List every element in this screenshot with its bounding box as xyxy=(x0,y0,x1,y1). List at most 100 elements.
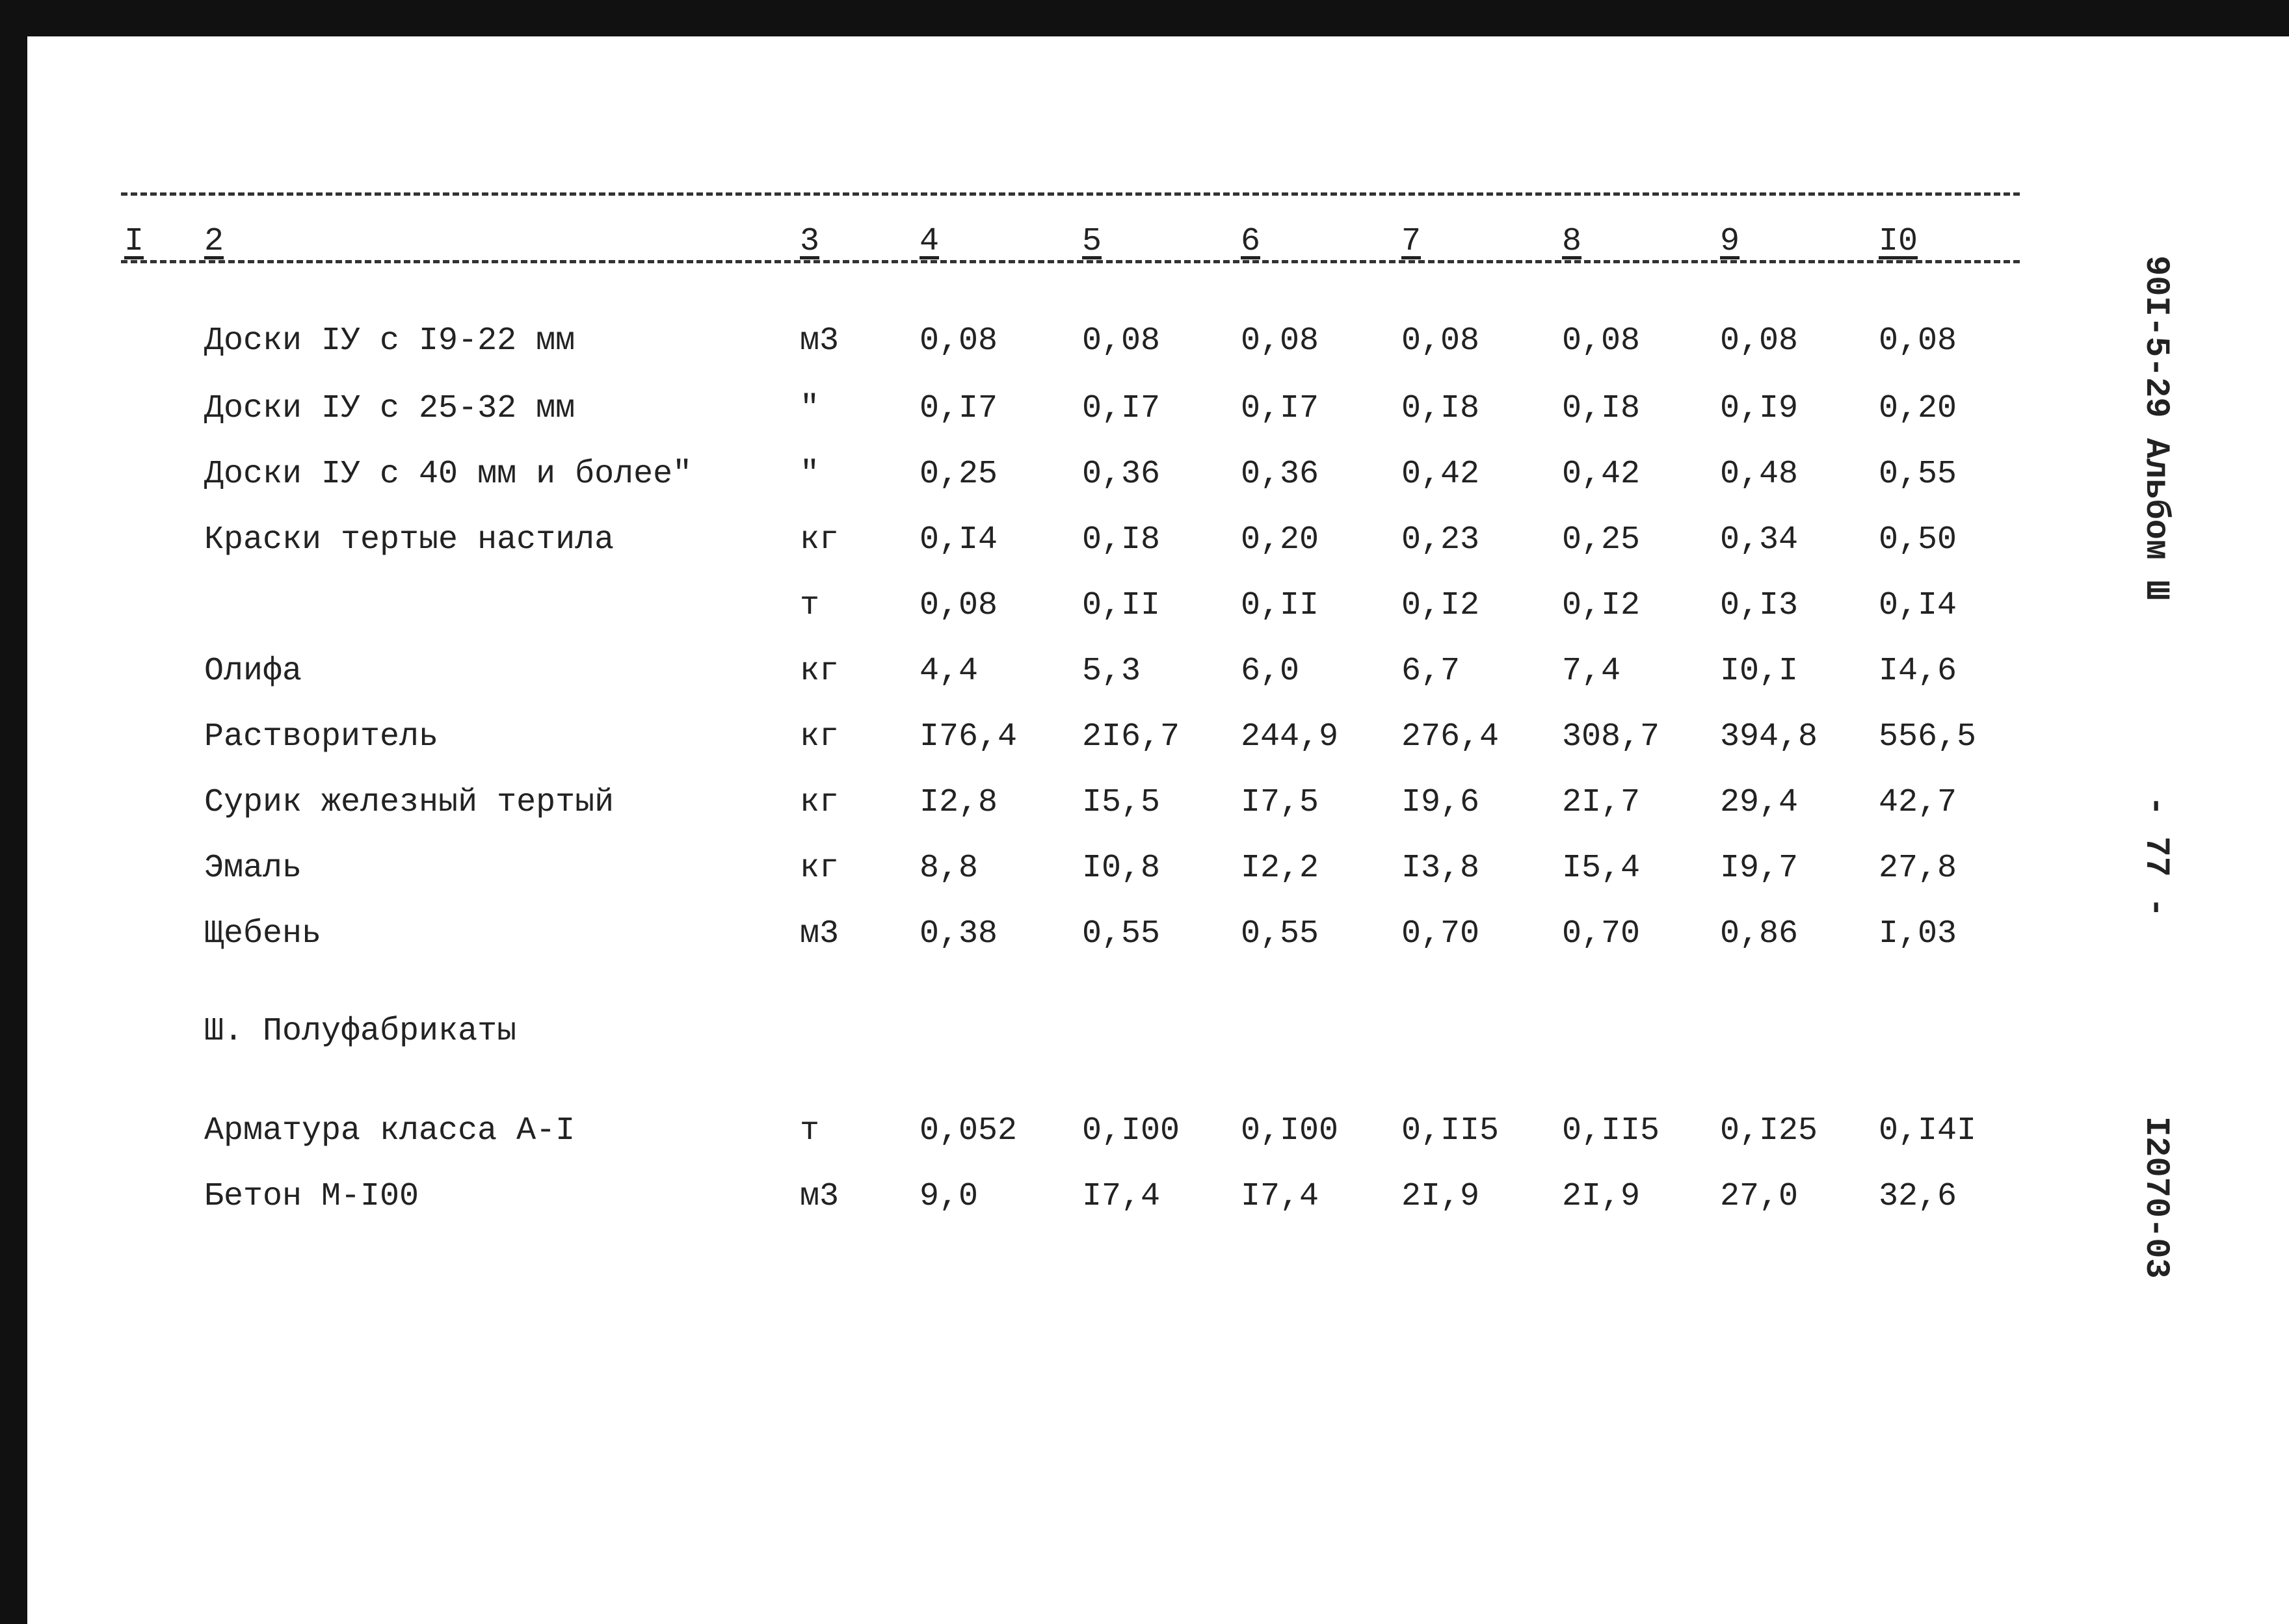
cell-value: 0,I9 xyxy=(1720,390,1799,427)
cell-value: 0,36 xyxy=(1241,456,1319,493)
material-name: Олифа xyxy=(204,653,302,690)
cell-value: 244,9 xyxy=(1241,718,1339,755)
cell-value: 0,I25 xyxy=(1720,1112,1818,1149)
cell-value: 0,08 xyxy=(920,322,998,360)
material-name: Щебень xyxy=(204,915,322,952)
cell-value: I2,2 xyxy=(1241,850,1319,887)
cell-value: 8,8 xyxy=(920,850,979,887)
cell-value: I0,8 xyxy=(1082,850,1161,887)
cell-value: 0,70 xyxy=(1401,915,1480,952)
cell-value: 27,8 xyxy=(1879,850,1957,887)
cell-value: 0,08 xyxy=(1879,322,1957,360)
cell-value: I76,4 xyxy=(920,718,1018,755)
cell-value: I7,4 xyxy=(1082,1178,1161,1215)
unit: кг xyxy=(800,784,840,821)
material-name: Доски IУ с 25-32 мм xyxy=(204,390,576,427)
cell-value: 0,II5 xyxy=(1401,1112,1500,1149)
page-number: - 77 - xyxy=(2137,796,2175,918)
cell-value: I,03 xyxy=(1879,915,1957,952)
material-name: Краски тертые настила xyxy=(204,521,615,558)
cell-value: I5,5 xyxy=(1082,784,1161,821)
cell-value: 2I6,7 xyxy=(1082,718,1180,755)
column-number: 5 xyxy=(1082,223,1102,260)
album-code: 90I-5-29 Альбом Ш xyxy=(2137,255,2175,601)
cell-value: 0,34 xyxy=(1720,521,1799,558)
cell-value: I5,4 xyxy=(1562,850,1641,887)
unit: м3 xyxy=(800,1178,840,1215)
cell-value: 0,I7 xyxy=(1082,390,1161,427)
cell-value: 7,4 xyxy=(1562,653,1621,690)
unit: м3 xyxy=(800,322,840,360)
cell-value: I7,5 xyxy=(1241,784,1319,821)
cell-value: 0,I4 xyxy=(1879,587,1957,624)
cell-value: 0,55 xyxy=(1879,456,1957,493)
cell-value: 0,42 xyxy=(1562,456,1641,493)
cell-value: 0,08 xyxy=(920,587,998,624)
cell-value: 0,25 xyxy=(1562,521,1641,558)
cell-value: 0,08 xyxy=(1401,322,1480,360)
rule xyxy=(121,260,2020,263)
material-name: Бетон М-I00 xyxy=(204,1178,419,1215)
material-name: Сурик железный тертый xyxy=(204,784,615,821)
cell-value: 556,5 xyxy=(1879,718,1977,755)
cell-value: 276,4 xyxy=(1401,718,1500,755)
cell-value: 0,38 xyxy=(920,915,998,952)
doc-code: I2070-03 xyxy=(2137,1116,2175,1279)
cell-value: 2I,9 xyxy=(1562,1178,1641,1215)
cell-value: 0,20 xyxy=(1879,390,1957,427)
cell-value: 27,0 xyxy=(1720,1178,1799,1215)
material-name: Эмаль xyxy=(204,850,302,887)
cell-value: 0,I8 xyxy=(1082,521,1161,558)
cell-value: 0,70 xyxy=(1562,915,1641,952)
cell-value: 2I,9 xyxy=(1401,1178,1480,1215)
cell-value: 4,4 xyxy=(920,653,979,690)
cell-value: 0,55 xyxy=(1241,915,1319,952)
cell-value: 0,II xyxy=(1241,587,1319,624)
cell-value: 9,0 xyxy=(920,1178,979,1215)
cell-value: 0,86 xyxy=(1720,915,1799,952)
cell-value: 0,II5 xyxy=(1562,1112,1660,1149)
column-number: I0 xyxy=(1879,223,1918,260)
cell-value: 0,42 xyxy=(1401,456,1480,493)
cell-value: 0,50 xyxy=(1879,521,1957,558)
border xyxy=(0,0,27,1624)
cell-value: 0,I8 xyxy=(1401,390,1480,427)
column-number: 8 xyxy=(1562,223,1582,260)
cell-value: 0,25 xyxy=(920,456,998,493)
unit: т xyxy=(800,1112,820,1149)
cell-value: I9,7 xyxy=(1720,850,1799,887)
cell-value: I9,6 xyxy=(1401,784,1480,821)
unit: кг xyxy=(800,653,840,690)
unit: " xyxy=(800,456,820,493)
cell-value: 42,7 xyxy=(1879,784,1957,821)
cell-value: I4,6 xyxy=(1879,653,1957,690)
cell-value: 0,20 xyxy=(1241,521,1319,558)
cell-value: 32,6 xyxy=(1879,1178,1957,1215)
cell-value: 0,II xyxy=(1082,587,1161,624)
cell-value: 5,3 xyxy=(1082,653,1141,690)
cell-value: I3,8 xyxy=(1401,850,1480,887)
column-number: 4 xyxy=(920,223,940,260)
cell-value: I0,I xyxy=(1720,653,1799,690)
unit: " xyxy=(800,390,820,427)
cell-value: 0,08 xyxy=(1562,322,1641,360)
cell-value: 6,7 xyxy=(1401,653,1461,690)
cell-value: 0,I7 xyxy=(1241,390,1319,427)
cell-value: 0,I4I xyxy=(1879,1112,1977,1149)
material-name: Растворитель xyxy=(204,718,439,755)
cell-value: 0,08 xyxy=(1241,322,1319,360)
cell-value: 0,I3 xyxy=(1720,587,1799,624)
unit: м3 xyxy=(800,915,840,952)
cell-value: 0,I00 xyxy=(1241,1112,1339,1149)
cell-value: 0,I2 xyxy=(1401,587,1480,624)
column-number: 7 xyxy=(1401,223,1422,260)
unit: кг xyxy=(800,718,840,755)
cell-value: 0,052 xyxy=(920,1112,1018,1149)
cell-value: 0,55 xyxy=(1082,915,1161,952)
cell-value: 29,4 xyxy=(1720,784,1799,821)
material-name: Доски IУ с I9-22 мм xyxy=(204,322,576,360)
column-number: 9 xyxy=(1720,223,1740,260)
column-number: 3 xyxy=(800,223,820,260)
material-name: Доски IУ с 40 мм и более" xyxy=(204,456,693,493)
